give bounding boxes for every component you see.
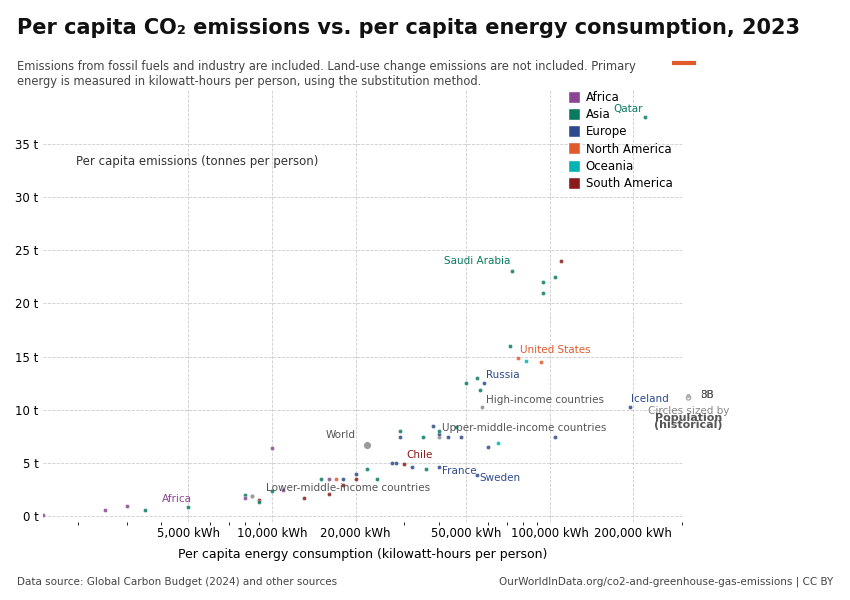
- Point: [518, 356, 532, 366]
- Text: 3B: 3B: [700, 390, 714, 400]
- Point: [329, 475, 343, 484]
- Point: [348, 475, 362, 484]
- Text: High-income countries: High-income countries: [486, 395, 604, 404]
- Text: Upper-middle-income countries: Upper-middle-income countries: [442, 424, 606, 433]
- Point: [534, 357, 547, 367]
- Point: [471, 373, 484, 383]
- Text: Population: Population: [654, 413, 722, 423]
- Point: [454, 432, 468, 442]
- Point: [536, 277, 550, 287]
- Point: [322, 490, 336, 499]
- Text: Qatar: Qatar: [613, 104, 643, 114]
- Point: [252, 496, 266, 505]
- X-axis label: Per capita energy consumption (kilowatt-hours per person): Per capita energy consumption (kilowatt-…: [178, 548, 547, 561]
- Point: [554, 256, 568, 266]
- Point: [297, 494, 310, 503]
- Point: [433, 430, 446, 439]
- Point: [471, 470, 484, 480]
- Point: [475, 402, 489, 412]
- Text: Data source: Global Carbon Budget (2024) and other sources: Data source: Global Carbon Budget (2024)…: [17, 577, 337, 587]
- Point: [426, 421, 439, 431]
- Text: Our World
in Data: Our World in Data: [712, 25, 784, 53]
- Text: World: World: [326, 430, 355, 440]
- Point: [276, 485, 290, 494]
- Point: [394, 432, 407, 442]
- Text: Lower-middle-income countries: Lower-middle-income countries: [266, 483, 430, 493]
- Point: [473, 385, 486, 395]
- Point: [322, 475, 336, 484]
- Point: [623, 402, 637, 412]
- Text: Per capita CO₂ emissions vs. per capita energy consumption, 2023: Per capita CO₂ emissions vs. per capita …: [17, 18, 800, 38]
- Text: Chile: Chile: [406, 450, 433, 460]
- Point: [420, 464, 434, 473]
- Point: [394, 427, 407, 436]
- Text: Per capita emissions (tonnes per person): Per capita emissions (tonnes per person): [76, 155, 319, 168]
- Text: Circles sized by: Circles sized by: [648, 406, 729, 416]
- Point: [503, 341, 517, 351]
- Point: [548, 432, 562, 442]
- Point: [477, 379, 490, 388]
- Point: [433, 463, 446, 472]
- Point: [182, 502, 196, 512]
- Text: Saudi Arabia: Saudi Arabia: [444, 256, 510, 266]
- Point: [336, 480, 349, 490]
- Point: [481, 442, 495, 452]
- Point: [433, 432, 446, 442]
- Point: [548, 272, 562, 281]
- Point: [490, 438, 504, 448]
- Point: [252, 497, 266, 506]
- Legend: Africa, Asia, Europe, North America, Oceania, South America: Africa, Asia, Europe, North America, Oce…: [564, 88, 676, 193]
- Point: [638, 112, 652, 122]
- Point: [265, 486, 279, 496]
- Text: Russia: Russia: [486, 370, 519, 380]
- Point: [433, 427, 446, 436]
- Text: France: France: [442, 466, 477, 476]
- Point: [98, 505, 111, 515]
- Point: [336, 475, 349, 484]
- Point: [511, 353, 524, 362]
- Text: OurWorldInData.org/co2-and-greenhouse-gas-emissions | CC BY: OurWorldInData.org/co2-and-greenhouse-ga…: [499, 576, 833, 587]
- Point: [389, 458, 403, 468]
- Text: (historical): (historical): [654, 420, 722, 430]
- Text: Iceland: Iceland: [632, 394, 669, 404]
- Text: 8B: 8B: [700, 390, 714, 400]
- Point: [139, 505, 152, 515]
- Text: Emissions from fossil fuels and industry are included. Land-use change emissions: Emissions from fossil fuels and industry…: [17, 60, 636, 88]
- Point: [449, 422, 462, 432]
- Point: [360, 440, 374, 450]
- Point: [536, 288, 550, 298]
- Point: [314, 475, 327, 484]
- Point: [360, 464, 374, 473]
- Point: [441, 432, 455, 442]
- Point: [385, 458, 399, 468]
- Point: [459, 379, 473, 388]
- Point: [398, 460, 411, 469]
- Point: [37, 511, 50, 520]
- Point: [238, 490, 252, 500]
- Text: United States: United States: [519, 344, 590, 355]
- Text: Sweden: Sweden: [479, 473, 521, 484]
- Point: [246, 491, 259, 501]
- Point: [405, 463, 419, 472]
- Point: [120, 501, 133, 511]
- Point: [416, 432, 430, 442]
- Point: [505, 266, 518, 276]
- Point: [238, 494, 252, 503]
- Point: [348, 469, 362, 479]
- Text: Africa: Africa: [162, 494, 191, 503]
- Point: [265, 443, 279, 453]
- Point: [371, 475, 384, 484]
